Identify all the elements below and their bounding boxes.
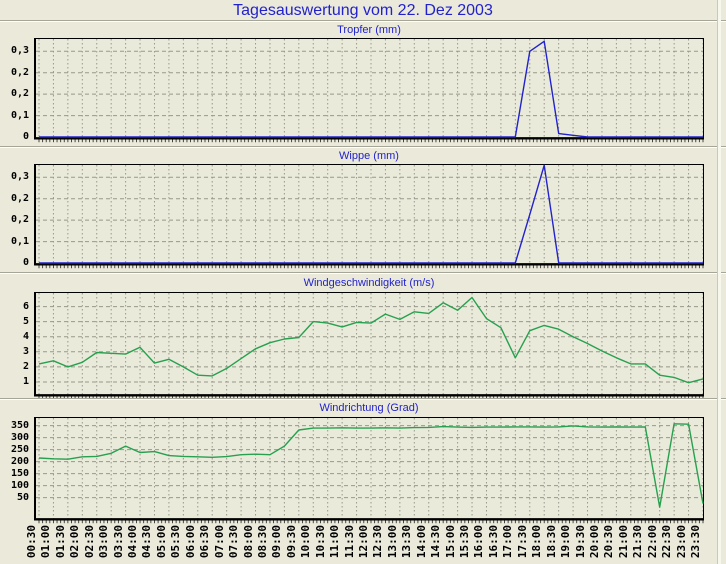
y-tick-label: 0 xyxy=(22,257,29,268)
y-tick-label: 0 xyxy=(22,131,29,142)
y-tick-label: 100 xyxy=(10,479,29,491)
y-tick-label: 5 xyxy=(22,315,29,327)
series-line xyxy=(38,296,704,384)
y-tick-label: 0,2 xyxy=(10,88,29,100)
plot-background xyxy=(34,38,704,139)
y-tick-label: 0,2 xyxy=(10,192,29,204)
y-tick-label: 2 xyxy=(22,360,29,372)
y-tick-label: 3 xyxy=(22,345,29,357)
series-line xyxy=(39,164,703,264)
chart-plot-1 xyxy=(34,164,704,269)
separator-line xyxy=(0,146,726,148)
chart-plot-3 xyxy=(34,417,704,524)
y-tick-label: 0,2 xyxy=(10,66,29,78)
y-tick-label: 250 xyxy=(10,443,29,455)
chart-plot-0 xyxy=(34,38,704,143)
plot-background xyxy=(34,292,704,396)
chart-title-windspeed: Windgeschwindigkeit (m/s) xyxy=(303,277,435,289)
plot-background xyxy=(34,417,704,520)
y-tick-label: 6 xyxy=(22,300,29,312)
plot-background xyxy=(34,164,704,265)
y-tick-label: 50 xyxy=(16,491,29,503)
chart-title-wippe: Wippe (mm) xyxy=(339,150,399,162)
y-tick-label: 1 xyxy=(22,375,29,387)
page-title: Tagesauswertung vom 22. Dez 2003 xyxy=(233,2,493,19)
window-edge-shadow xyxy=(717,0,718,564)
y-tick-label: 0,3 xyxy=(10,45,29,57)
series-line xyxy=(39,40,703,138)
y-tick-label: 0,1 xyxy=(10,235,29,247)
y-tick-label: 0,2 xyxy=(10,214,29,226)
y-tick-label: 150 xyxy=(10,467,29,479)
chart-title-winddirection: Windrichtung (Grad) xyxy=(319,402,419,414)
y-tick-label: 4 xyxy=(22,330,29,342)
y-tick-label: 300 xyxy=(10,431,29,443)
y-tick-label: 350 xyxy=(10,419,29,431)
y-tick-label: 0,3 xyxy=(10,171,29,183)
separator-line xyxy=(0,398,726,400)
chart-plot-2 xyxy=(34,292,704,400)
window-edge-highlight xyxy=(718,0,721,564)
separator-line xyxy=(0,272,726,274)
series-line xyxy=(38,423,704,508)
separator-line xyxy=(0,20,726,22)
y-tick-label: 200 xyxy=(10,455,29,467)
chart-title-tropfer: Tropfer (mm) xyxy=(337,24,401,36)
y-tick-label: 0,1 xyxy=(10,109,29,121)
